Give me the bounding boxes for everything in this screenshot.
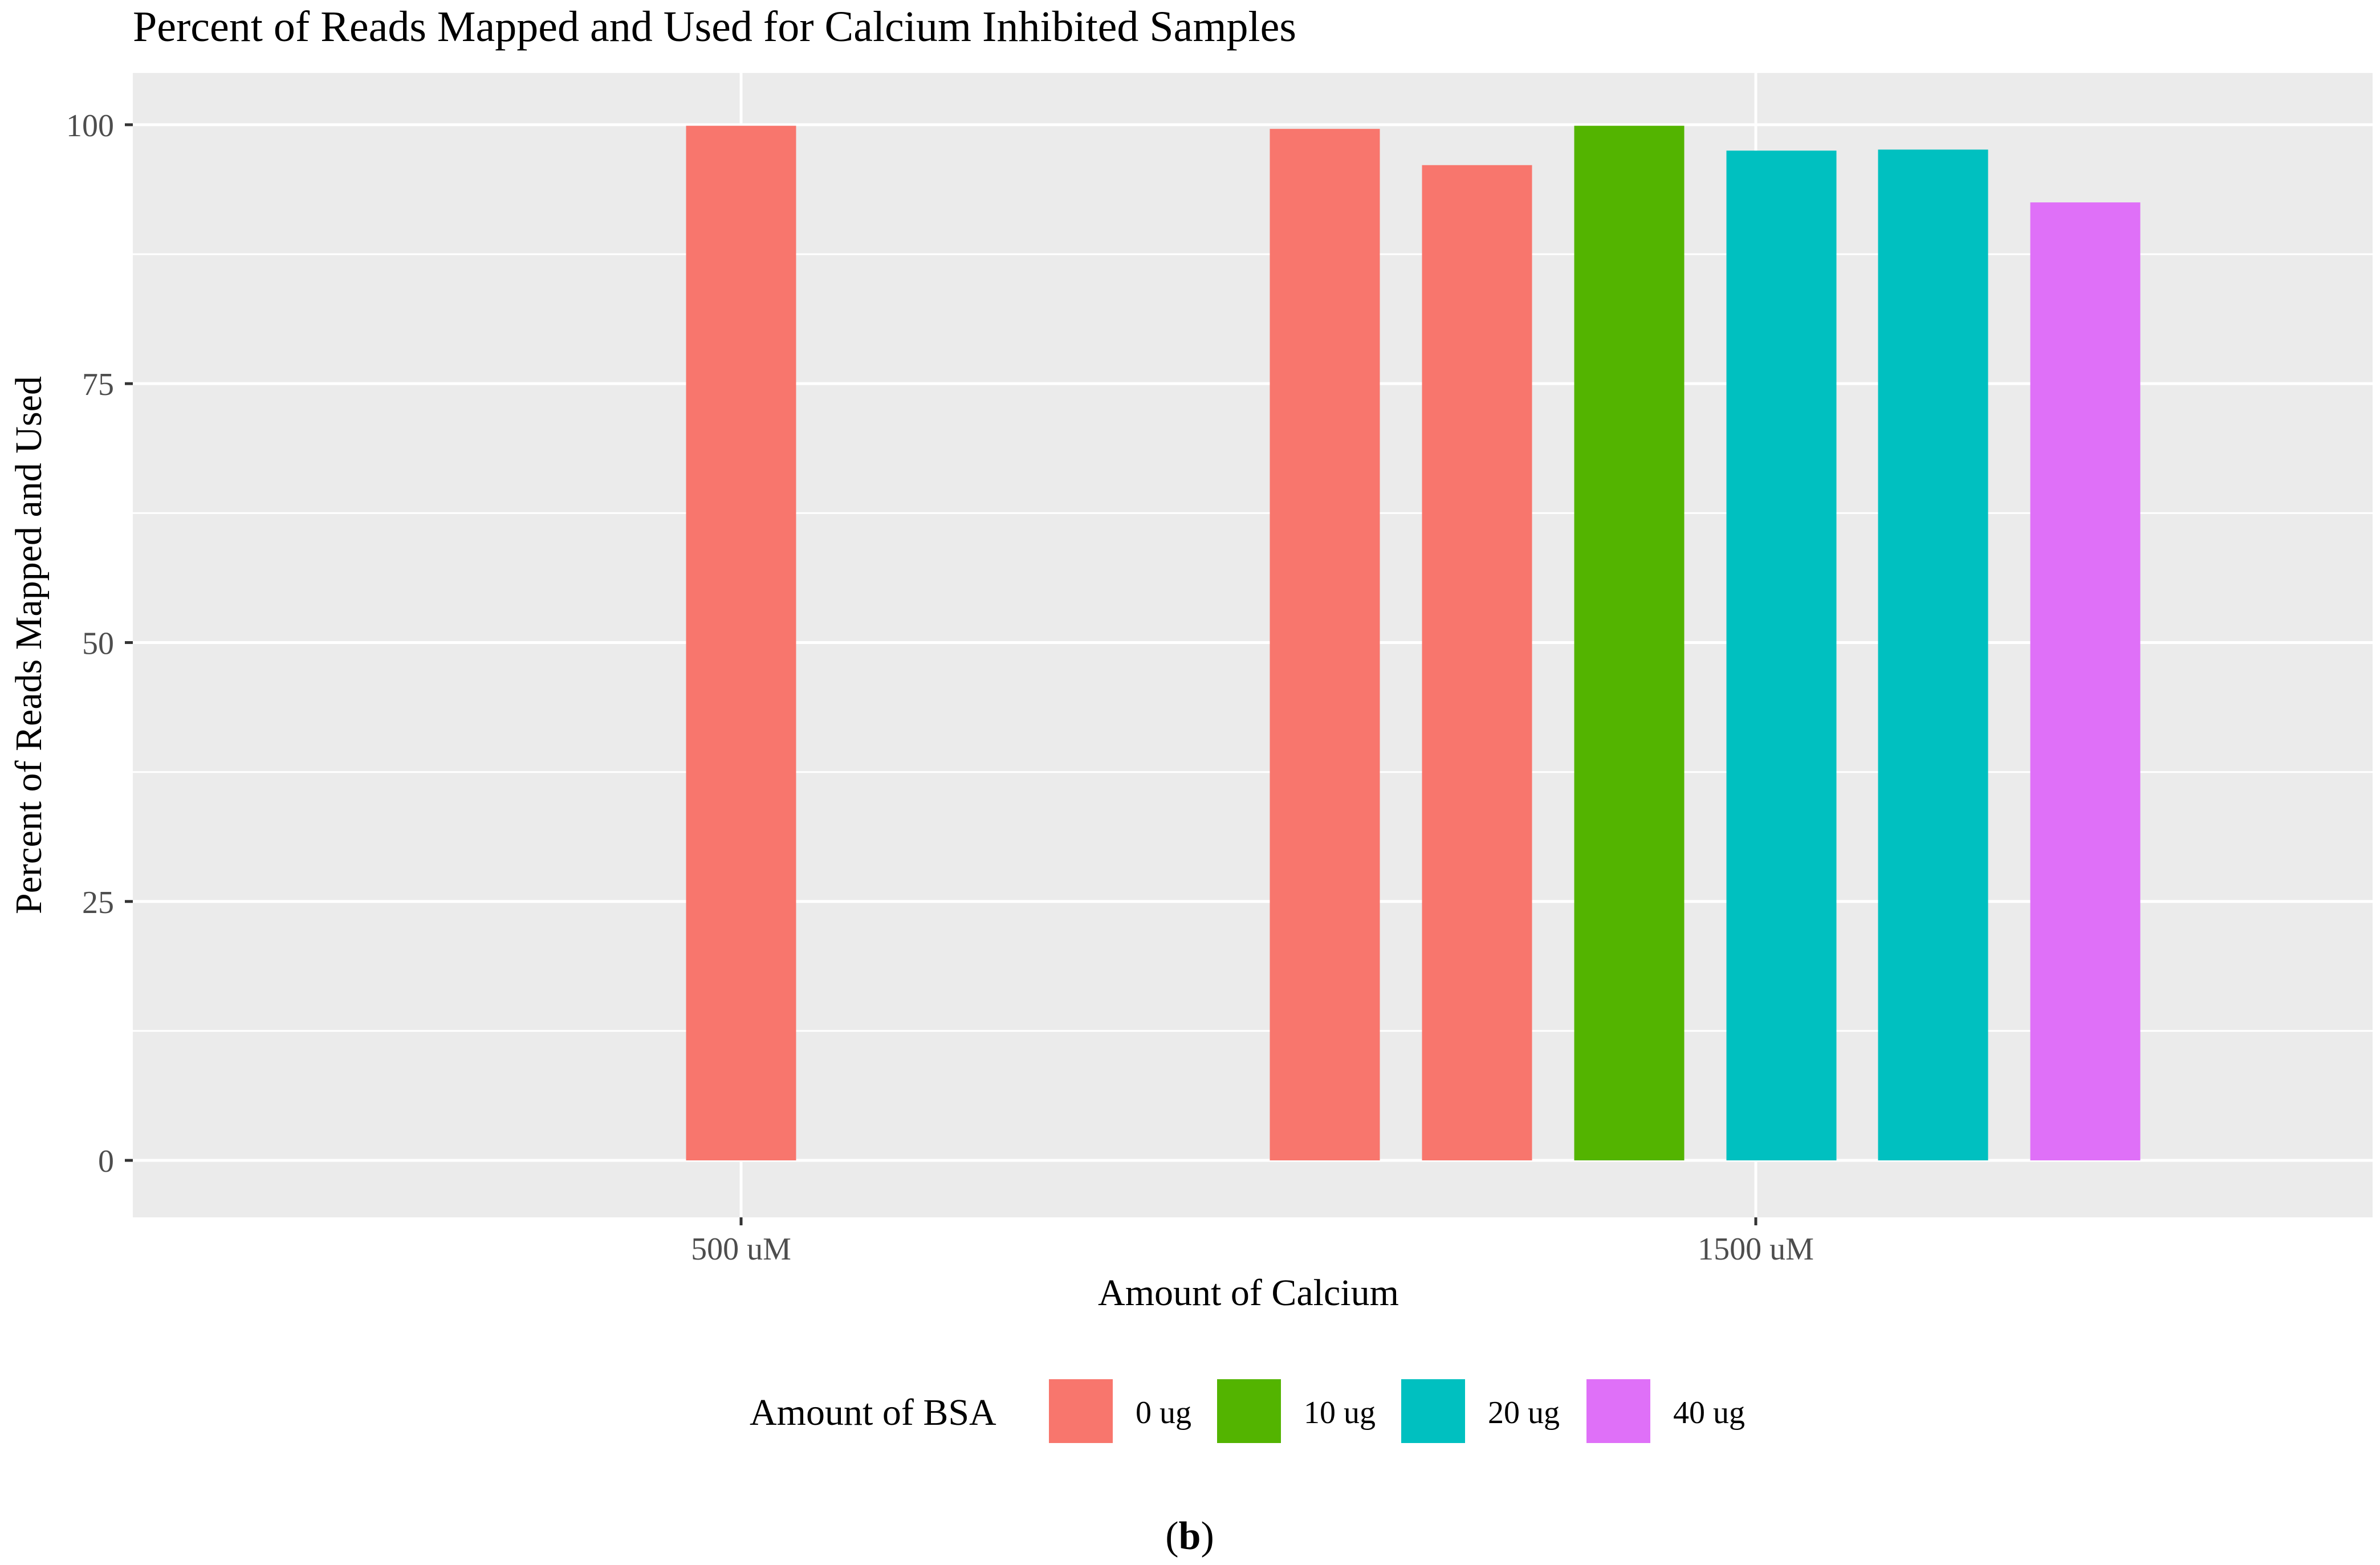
y-axis: 0 25 50 75 100 [66, 108, 133, 1179]
minor-gridlines [133, 253, 2373, 1032]
bar-1500-um-20-ug [1726, 150, 1837, 1161]
bars [686, 125, 2141, 1161]
y-tick-label: 75 [82, 367, 114, 402]
plot-panel [133, 73, 2373, 1217]
x-tick-label: 1500 uM [1698, 1232, 1814, 1267]
x-axis-label: Amount of Calcium [1098, 1272, 1399, 1314]
y-tick-label: 50 [82, 626, 114, 661]
legend: Amount of BSA 0 ug 10 ug 20 ug 40 ug [750, 1379, 1745, 1443]
legend-key-10-ug [1217, 1379, 1281, 1443]
bar-1500-um-0-ug [1270, 129, 1380, 1161]
bar-1500-um-0-ug [1422, 165, 1532, 1161]
bar-1500-um-40-ug [2030, 202, 2141, 1161]
y-tick-label: 0 [98, 1144, 114, 1179]
legend-label: 40 ug [1673, 1395, 1745, 1430]
caption-open-paren: ( [1165, 1514, 1178, 1558]
bar-1500-um-20-ug [1878, 149, 1988, 1161]
bar-1500-um-10-ug [1574, 125, 1685, 1161]
legend-label: 20 ug [1488, 1395, 1560, 1430]
caption-close-paren: ) [1201, 1514, 1214, 1558]
legend-key-20-ug [1401, 1379, 1465, 1443]
figure-caption: (b) [1165, 1514, 1214, 1558]
legend-label: 0 ug [1136, 1395, 1191, 1430]
caption-letter: b [1179, 1514, 1201, 1558]
legend-key-40-ug [1586, 1379, 1650, 1443]
y-tick-label: 100 [66, 108, 114, 144]
bar-500-um-0-ug [686, 125, 796, 1161]
y-tick-label: 25 [82, 885, 114, 920]
legend-key-0-ug [1049, 1379, 1113, 1443]
legend-title: Amount of BSA [750, 1392, 996, 1433]
legend-label: 10 ug [1304, 1395, 1376, 1430]
chart-title: Percent of Reads Mapped and Used for Cal… [133, 3, 1296, 51]
y-axis-label: Percent of Reads Mapped and Used [8, 376, 50, 914]
x-tick-label: 500 uM [691, 1232, 791, 1267]
x-axis: 500 uM 1500 uM [691, 1217, 1814, 1267]
